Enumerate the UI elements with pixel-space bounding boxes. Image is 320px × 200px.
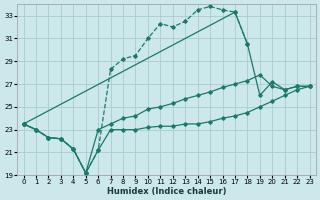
X-axis label: Humidex (Indice chaleur): Humidex (Indice chaleur): [107, 187, 226, 196]
